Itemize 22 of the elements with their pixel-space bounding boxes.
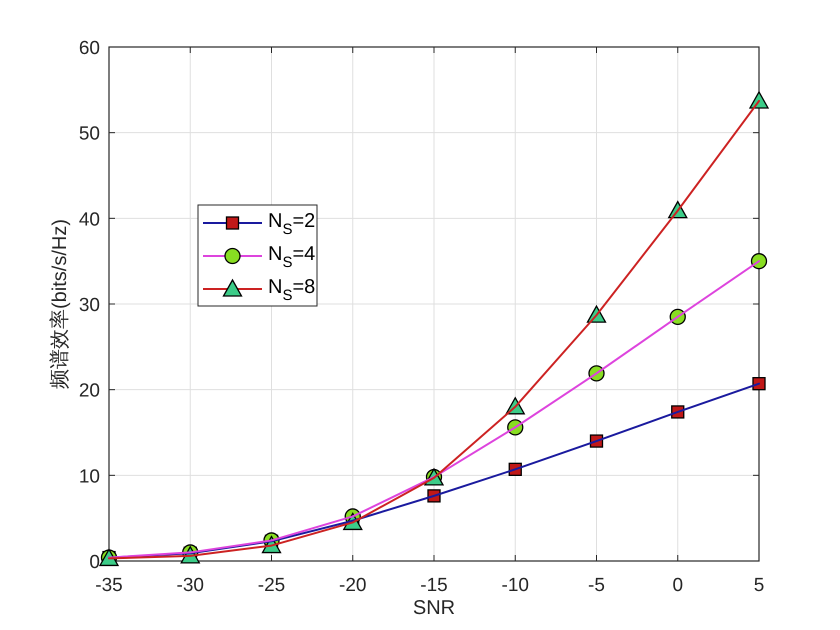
legend-label: N$_{S}$=2 xyxy=(268,210,316,238)
legend-label: N$_{S}$=4 xyxy=(268,243,316,271)
point xyxy=(750,253,768,270)
x-tick-label: -35 xyxy=(95,575,123,596)
x-tick-label: -30 xyxy=(176,575,204,596)
x-axis-title: SNR xyxy=(412,597,456,619)
x-tick-label: -20 xyxy=(339,575,366,596)
y-axis-title: 频谱效率(bits/s/Hz) xyxy=(49,219,71,389)
y-tick-label: 0 xyxy=(89,552,100,573)
y-tick-label: 10 xyxy=(78,466,100,488)
x-tick-label: 0 xyxy=(672,575,684,596)
x-tick-label: -25 xyxy=(258,575,286,596)
y-tick-label: 40 xyxy=(78,209,100,230)
y-tick-label: 50 xyxy=(78,124,100,145)
y-tick-label: 20 xyxy=(78,380,100,402)
y-tick-label: 30 xyxy=(78,295,100,316)
x-tick-label: -5 xyxy=(588,575,605,596)
y-tick-label: 60 xyxy=(78,38,100,59)
x-tick-label: -10 xyxy=(502,575,529,596)
x-tick-label: 5 xyxy=(754,575,764,596)
x-tick-label: -15 xyxy=(420,575,448,596)
legend-label: N$_{S}$=8 xyxy=(268,276,316,304)
